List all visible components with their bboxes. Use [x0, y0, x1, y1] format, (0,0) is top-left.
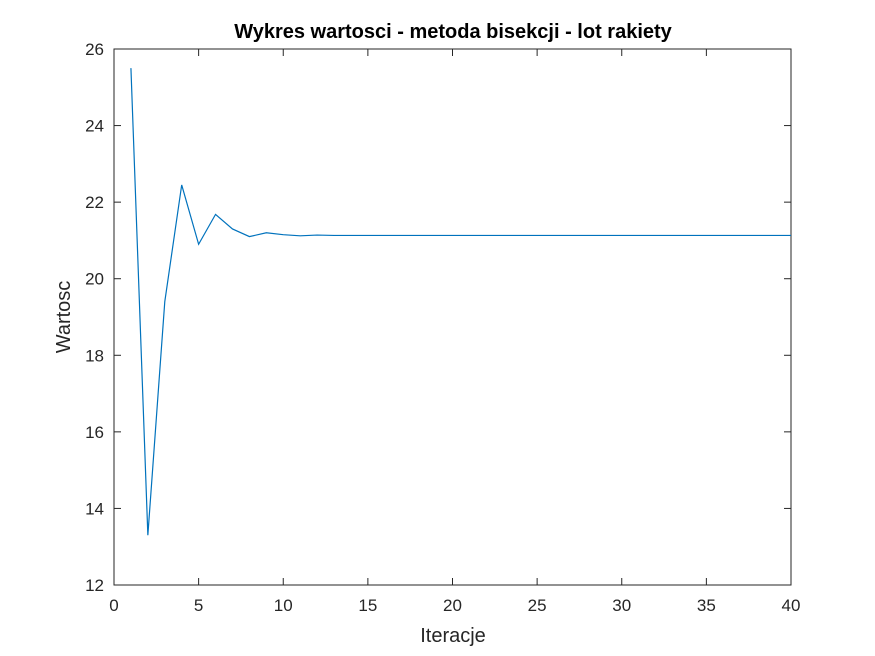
y-axis-label: Wartosc: [53, 281, 75, 354]
series-line: [130, 68, 791, 536]
x-axis: 0 5 10 15 20 25 30 35 40: [109, 49, 800, 615]
x-tick-label: 10: [274, 596, 293, 615]
x-tick-label: 0: [109, 596, 118, 615]
y-tick-label: 14: [85, 499, 104, 518]
chart-title: Wykres wartosci - metoda bisekcji - lot …: [234, 21, 672, 43]
x-tick-label: 5: [194, 596, 203, 615]
x-tick-label: 35: [697, 596, 716, 615]
y-tick-label: 26: [85, 40, 104, 59]
x-tick-label: 25: [528, 596, 547, 615]
y-tick-label: 20: [85, 270, 104, 289]
x-tick-label: 20: [443, 596, 462, 615]
y-tick-label: 22: [85, 193, 104, 212]
axes-box: [113, 48, 792, 586]
y-tick-label: 18: [85, 346, 104, 365]
x-tick-label: 40: [782, 596, 801, 615]
y-tick-label: 12: [85, 576, 104, 595]
x-tick-label: 30: [612, 596, 631, 615]
y-axis: 12 14 16 18 20 22 24 26: [85, 40, 791, 595]
y-tick-label: 24: [85, 117, 104, 136]
x-axis-label: Iteracje: [420, 625, 486, 647]
y-tick-label: 16: [85, 423, 104, 442]
x-tick-label: 15: [358, 596, 377, 615]
